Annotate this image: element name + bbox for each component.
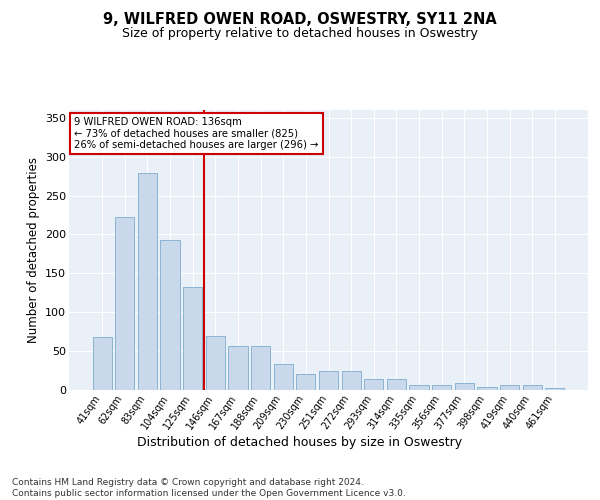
Bar (432, 386, 451, 390)
Bar (138, 173, 157, 390)
Bar (115, 216, 134, 390)
Bar (251, 346, 270, 390)
Bar (160, 240, 180, 390)
Bar (409, 386, 428, 390)
Bar (296, 374, 316, 390)
Text: Contains HM Land Registry data © Crown copyright and database right 2024.
Contai: Contains HM Land Registry data © Crown c… (12, 478, 406, 498)
Bar (477, 387, 497, 390)
Bar (183, 286, 202, 390)
Text: 9, WILFRED OWEN ROAD, OSWESTRY, SY11 2NA: 9, WILFRED OWEN ROAD, OSWESTRY, SY11 2NA (103, 12, 497, 28)
Bar (341, 370, 361, 390)
Text: Distribution of detached houses by size in Oswestry: Distribution of detached houses by size … (137, 436, 463, 449)
Bar (274, 364, 293, 390)
Y-axis label: Number of detached properties: Number of detached properties (26, 157, 40, 343)
Text: 9 WILFRED OWEN ROAD: 136sqm
← 73% of detached houses are smaller (825)
26% of se: 9 WILFRED OWEN ROAD: 136sqm ← 73% of det… (74, 117, 319, 150)
Bar (387, 379, 406, 390)
Bar (92, 337, 112, 390)
Bar (500, 386, 519, 390)
Bar (206, 336, 225, 390)
Text: Size of property relative to detached houses in Oswestry: Size of property relative to detached ho… (122, 28, 478, 40)
Bar (229, 346, 248, 390)
Bar (364, 379, 383, 390)
Bar (545, 388, 565, 390)
Bar (319, 370, 338, 390)
Bar (455, 383, 474, 390)
Bar (523, 386, 542, 390)
